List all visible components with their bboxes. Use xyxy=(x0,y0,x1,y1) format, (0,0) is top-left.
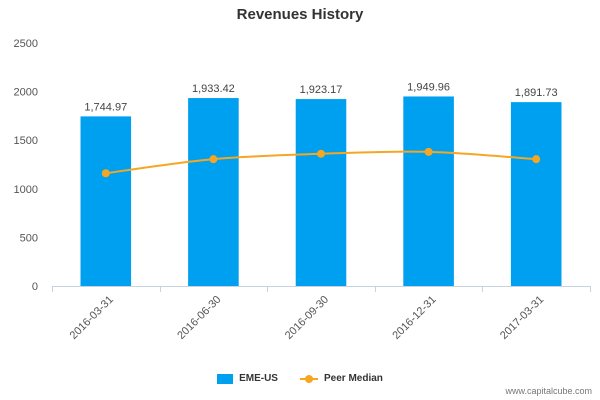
y-tick-label: 1500 xyxy=(14,135,38,147)
bar-data-label: 1,933.42 xyxy=(192,83,235,95)
bar-data-label: 1,949.96 xyxy=(407,81,450,93)
peer-median-point xyxy=(424,147,433,156)
bar xyxy=(80,116,132,286)
legend-item-eme-us[interactable]: EME-US xyxy=(217,373,278,384)
legend-swatch-line xyxy=(299,374,318,384)
watermark: www.capitalcube.com xyxy=(505,386,592,396)
x-tick-label: 2016-03-31 xyxy=(68,294,116,342)
legend-label-eme-us: EME-US xyxy=(239,373,278,384)
bar xyxy=(295,99,347,287)
bar xyxy=(510,102,562,286)
bar xyxy=(188,98,239,286)
x-tick-label: 2016-06-30 xyxy=(175,294,223,342)
peer-median-point xyxy=(532,155,541,164)
bar xyxy=(403,96,454,286)
legend-swatch-bar xyxy=(217,373,234,384)
peer-median-point xyxy=(209,155,218,164)
x-tick-label: 2017-03-31 xyxy=(498,294,546,342)
peer-median-point xyxy=(101,169,110,178)
y-tick-label: 2500 xyxy=(14,38,38,50)
bar-data-label: 1,891.73 xyxy=(515,87,558,99)
bar-data-label: 1,923.17 xyxy=(300,84,343,96)
x-tick-label: 2016-12-31 xyxy=(390,294,438,342)
y-tick-label: 1000 xyxy=(14,184,38,196)
x-tick-label: 2016-09-30 xyxy=(283,294,331,342)
y-tick-label: 500 xyxy=(20,232,38,244)
legend-item-peer-median[interactable]: Peer Median xyxy=(299,373,383,384)
y-tick-label: 0 xyxy=(32,281,38,293)
y-tick-label: 2000 xyxy=(14,87,38,99)
legend: EME-US Peer Median xyxy=(0,373,600,384)
chart-title: Revenues History xyxy=(236,6,364,23)
peer-median-point xyxy=(317,149,325,158)
bar-data-label: 1,744.97 xyxy=(84,101,127,113)
legend-label-peer-median: Peer Median xyxy=(323,373,383,384)
